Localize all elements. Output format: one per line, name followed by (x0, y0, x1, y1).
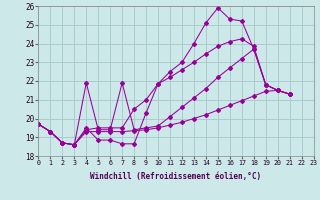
X-axis label: Windchill (Refroidissement éolien,°C): Windchill (Refroidissement éolien,°C) (91, 172, 261, 181)
